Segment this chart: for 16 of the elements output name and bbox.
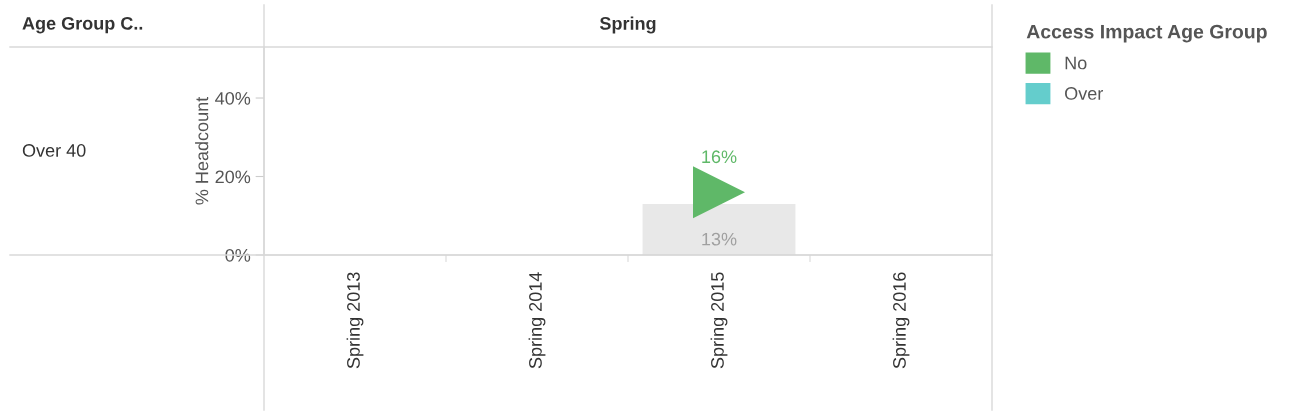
text: Over 40 [22, 144, 86, 157]
x-tick-label: Spring 2016 [892, 272, 910, 369]
y-axis-title: % Headcount [195, 96, 209, 205]
x-tick-label: Spring 2015 [710, 272, 728, 369]
data-label: 16% [702, 150, 737, 164]
y-tick-label: 40% [215, 91, 251, 105]
y-tick-label: 20% [215, 170, 251, 184]
text: Age Group C.. [22, 16, 143, 34]
data-label: 13% [702, 232, 737, 246]
legend-label: Over [1065, 87, 1103, 100]
x-tick-label: Spring 2014 [528, 272, 546, 369]
x-tick-label: Spring 2013 [346, 272, 364, 369]
y-tick-label: 0% [225, 248, 251, 262]
legend-title: Access Impact Age Group [1026, 24, 1267, 43]
chart-title: Spring [599, 16, 656, 34]
legend-label: No [1065, 56, 1087, 70]
